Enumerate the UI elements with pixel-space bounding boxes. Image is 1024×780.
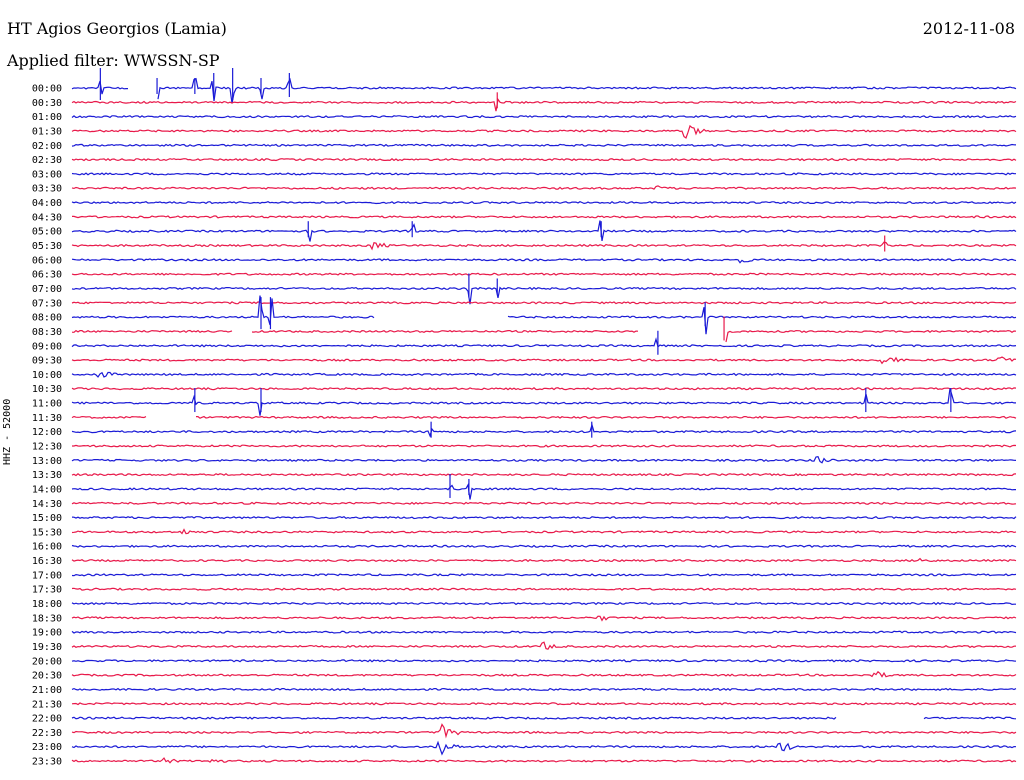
- trace-line: [71, 723, 1017, 739]
- trace-line: [71, 573, 1017, 577]
- time-tick-label: 21:30: [32, 699, 62, 710]
- trace-line: [71, 641, 1017, 650]
- trace-line: [71, 615, 1017, 622]
- trace-line: [71, 587, 1017, 591]
- time-tick-label: 08:30: [32, 327, 62, 338]
- trace-line: [71, 258, 1017, 264]
- time-tick-label: 11:30: [32, 413, 62, 424]
- trace-line: [71, 456, 1017, 464]
- trace-line: [71, 387, 1017, 391]
- trace-line: [72, 215, 1017, 219]
- trace-line: [71, 544, 1017, 548]
- trace-line: [71, 501, 1017, 505]
- time-tick-label: 17:30: [32, 585, 62, 596]
- time-tick-label: 18:30: [32, 613, 62, 624]
- time-tick-label: 10:30: [32, 384, 62, 395]
- time-tick-label: 02:30: [32, 155, 62, 166]
- time-tick-label: 20:30: [32, 671, 62, 682]
- time-tick-label: 19:00: [32, 628, 62, 639]
- trace-line: [71, 97, 1017, 112]
- trace-line: [71, 422, 1017, 438]
- time-tick-label: 01:30: [32, 126, 62, 137]
- time-tick-label: 04:00: [32, 198, 62, 209]
- record-date: 2012-11-08: [922, 19, 1015, 38]
- time-tick-label: 12:30: [32, 442, 62, 453]
- time-tick-label: 07:00: [32, 284, 62, 295]
- trace-line: [71, 483, 1016, 500]
- trace-line: [71, 473, 1017, 477]
- time-tick-label: 02:00: [32, 141, 62, 152]
- time-tick-label: 06:30: [32, 270, 62, 281]
- time-tick-label: 20:00: [32, 656, 62, 667]
- trace-line: [71, 670, 1017, 678]
- time-tick-label: 15:30: [32, 527, 62, 538]
- trace-line: [71, 687, 1017, 692]
- time-tick-label: 04:30: [32, 212, 62, 223]
- trace-line: [71, 601, 1016, 606]
- time-tick-label: 07:30: [32, 298, 62, 309]
- time-tick-label: 18:00: [32, 599, 62, 610]
- trace-line: [71, 356, 1017, 365]
- trace-line: [71, 702, 1017, 706]
- time-tick-label: 03:30: [32, 184, 62, 195]
- trace-line: [71, 185, 1017, 190]
- trace-line: [71, 630, 1017, 634]
- trace-line: [71, 114, 1017, 119]
- trace-line: [71, 157, 1017, 162]
- time-tick-label: 16:00: [32, 542, 62, 553]
- trace-line: [71, 716, 1017, 720]
- trace-line: [71, 388, 1016, 416]
- trace-line: [71, 295, 1017, 335]
- time-tick-label: 21:00: [32, 685, 62, 696]
- trace-line: [71, 329, 1017, 343]
- trace-line: [71, 143, 1017, 147]
- trace-line: [71, 516, 1017, 520]
- trace-line: [71, 241, 1017, 251]
- time-tick-label: 01:00: [32, 112, 62, 123]
- time-tick-label: 14:30: [32, 499, 62, 510]
- trace-line: [71, 337, 1017, 348]
- trace-line: [71, 415, 1017, 419]
- time-tick-label: 17:00: [32, 570, 62, 581]
- trace-line: [71, 200, 1017, 205]
- time-tick-label: 00:00: [32, 84, 62, 95]
- time-tick-label: 14:00: [32, 484, 62, 495]
- station-title: HT Agios Georgios (Lamia): [7, 19, 227, 38]
- trace-line: [71, 528, 1017, 535]
- trace-line: [71, 301, 1017, 305]
- trace-line: [71, 172, 1017, 176]
- trace-line: [71, 272, 1017, 276]
- trace-line: [71, 371, 1017, 378]
- trace-line: [71, 124, 1017, 139]
- trace-line: [71, 659, 1017, 663]
- time-tick-label: 13:30: [32, 470, 62, 481]
- filter-label: Applied filter: WWSSN-SP: [7, 51, 220, 70]
- time-tick-label: 08:00: [32, 313, 62, 324]
- time-tick-label: 00:30: [32, 98, 62, 109]
- time-tick-label: 06:00: [32, 255, 62, 266]
- time-tick-label: 03:00: [32, 169, 62, 180]
- time-tick-label: 05:00: [32, 227, 62, 238]
- time-tick-label: 19:30: [32, 642, 62, 653]
- time-tick-label: 16:30: [32, 556, 62, 567]
- trace-line: [71, 286, 1017, 305]
- trace-line: [71, 740, 1017, 756]
- time-tick-label: 22:00: [32, 714, 62, 725]
- time-tick-label: 05:30: [32, 241, 62, 252]
- time-tick-label: 22:30: [32, 728, 62, 739]
- time-tick-label: 10:00: [32, 370, 62, 381]
- time-tick-label: 23:30: [32, 757, 62, 768]
- time-tick-label: 23:00: [32, 742, 62, 753]
- trace-line: [71, 757, 1017, 764]
- time-tick-label: 13:00: [32, 456, 62, 467]
- time-tick-label: 09:00: [32, 341, 62, 352]
- time-tick-label: 09:30: [32, 356, 62, 367]
- trace-line: [72, 444, 1017, 448]
- time-tick-label: 11:00: [32, 399, 62, 410]
- trace-line: [71, 557, 1017, 563]
- time-tick-label: 12:00: [32, 427, 62, 438]
- trace-line: [71, 220, 1017, 242]
- time-tick-label: 15:00: [32, 513, 62, 524]
